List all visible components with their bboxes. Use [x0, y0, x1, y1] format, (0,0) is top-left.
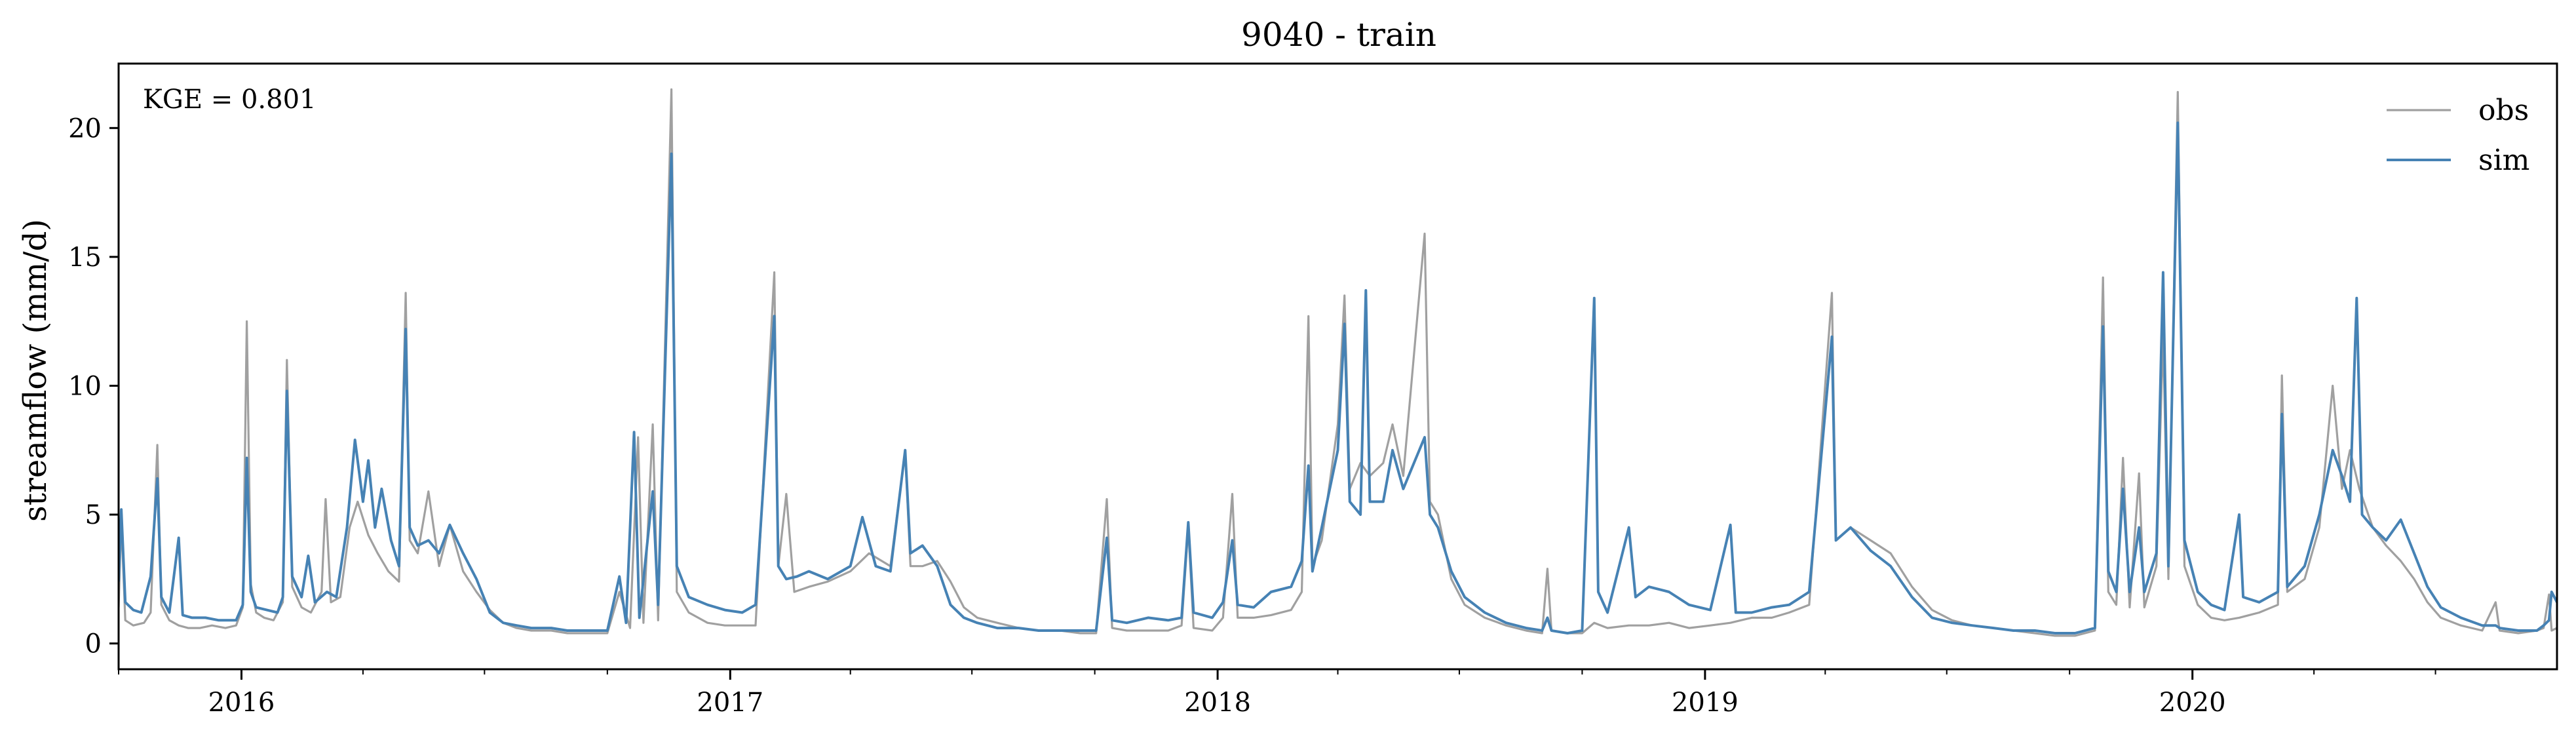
series-layer	[119, 88, 2557, 637]
x-tick-label: 2019	[1672, 688, 1739, 718]
x-tick-label: 2017	[697, 688, 763, 718]
y-tick-label: 0	[85, 629, 102, 659]
series-line-obs	[119, 88, 2557, 637]
series-line-sim	[119, 121, 2557, 635]
x-tick-label: 2020	[2159, 688, 2226, 718]
y-tick-label: 5	[85, 500, 102, 530]
kge-annotation: KGE = 0.801	[143, 85, 317, 115]
y-tick-label: 15	[68, 243, 102, 273]
y-tick-label: 10	[68, 371, 102, 401]
x-tick-label: 2018	[1184, 688, 1251, 718]
legend-label-sim: sim	[2478, 144, 2529, 177]
legend-label-obs: obs	[2478, 94, 2529, 127]
y-axis-label: streamflow (mm/d)	[17, 219, 54, 522]
y-tick-label: 20	[68, 113, 102, 144]
legend: obs sim	[2387, 94, 2529, 177]
ticks-layer: 0 5 10 15 20 2016 2017 2018 2019 2020	[68, 113, 2436, 718]
chart-title: 9040 - train	[1241, 16, 1436, 54]
plot-frame	[117, 62, 2558, 671]
x-tick-label: 2016	[208, 688, 275, 718]
